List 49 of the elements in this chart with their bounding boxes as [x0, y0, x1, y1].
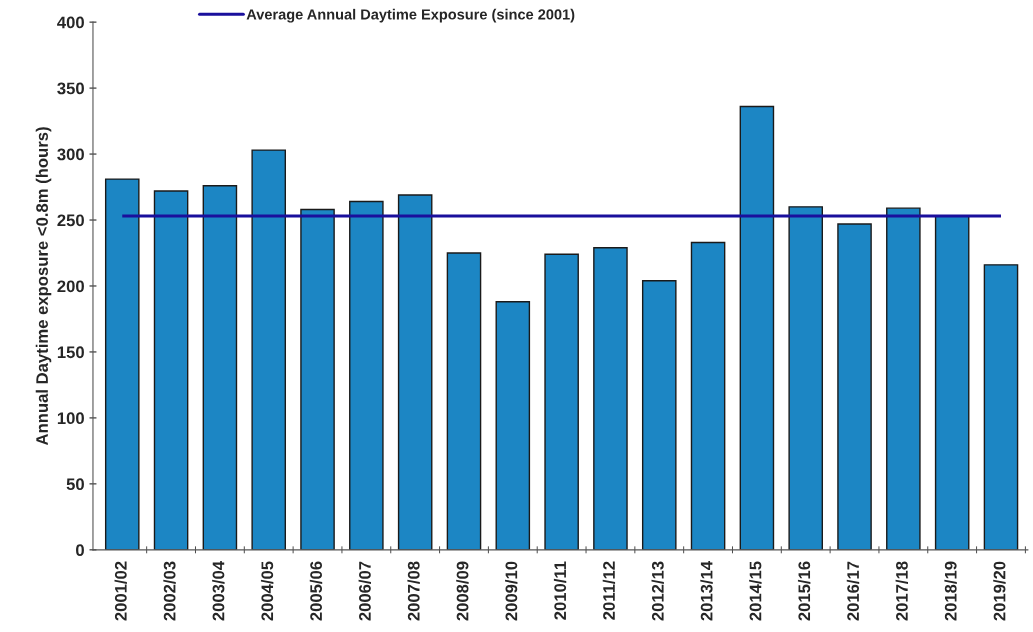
y-tick-label: 200	[57, 280, 84, 293]
x-tick-label: 2001/02	[114, 561, 127, 621]
bar	[446, 252, 482, 550]
x-tick-label: 2009/10	[505, 561, 518, 621]
y-tick-label: 300	[57, 148, 84, 161]
bar	[788, 206, 824, 550]
x-tick-label: 2018/19	[944, 561, 957, 621]
y-tick-label: 400	[57, 16, 84, 29]
y-tick-label: 100	[57, 412, 84, 425]
x-tick-label: 2014/15	[749, 561, 762, 621]
bar	[104, 178, 140, 550]
x-tick-label: 2013/14	[700, 561, 713, 621]
x-tick-label: 2019/20	[993, 561, 1006, 621]
bar	[739, 105, 775, 550]
bar	[837, 223, 872, 550]
x-tick-label: 2012/13	[651, 561, 664, 621]
bar	[202, 185, 238, 550]
x-tick-label: 2017/18	[895, 561, 908, 621]
bar	[153, 190, 189, 550]
bar	[690, 241, 726, 550]
bar	[349, 200, 384, 550]
legend-label: Average Annual Daytime Exposure (since 2001)	[246, 8, 575, 23]
x-tick-label: 2016/17	[846, 561, 860, 621]
bar	[983, 264, 1019, 550]
bar	[886, 207, 921, 550]
x-tick-label: 2004/05	[260, 561, 274, 621]
y-axis-title: Annual Daytime exposure <0.8m (hours)	[35, 127, 52, 446]
y-tick-label: 150	[57, 346, 84, 359]
x-tick-label: 2011/12	[602, 561, 616, 620]
x-tick-label: 2003/04	[212, 561, 225, 621]
bar	[593, 247, 628, 550]
x-tick-label: 2007/08	[407, 561, 420, 621]
y-tick-label: 350	[57, 82, 84, 95]
x-tick-label: 2006/07	[358, 561, 371, 621]
bar	[641, 280, 677, 550]
x-tick-label: 2015/16	[797, 561, 811, 621]
y-tick-label: 50	[66, 478, 84, 491]
bar	[934, 215, 970, 550]
bar	[300, 208, 335, 550]
y-tick-label: 250	[57, 214, 84, 227]
bar	[495, 301, 531, 550]
x-tick-label: 2002/03	[163, 561, 176, 621]
bar	[544, 253, 579, 550]
bar	[251, 149, 287, 550]
bar	[397, 194, 433, 550]
x-tick-label: 2008/09	[456, 561, 469, 621]
y-tick-label: 0	[76, 544, 84, 557]
x-tick-label: 2010/11	[553, 561, 567, 620]
x-tick-label: 2005/06	[309, 561, 323, 621]
